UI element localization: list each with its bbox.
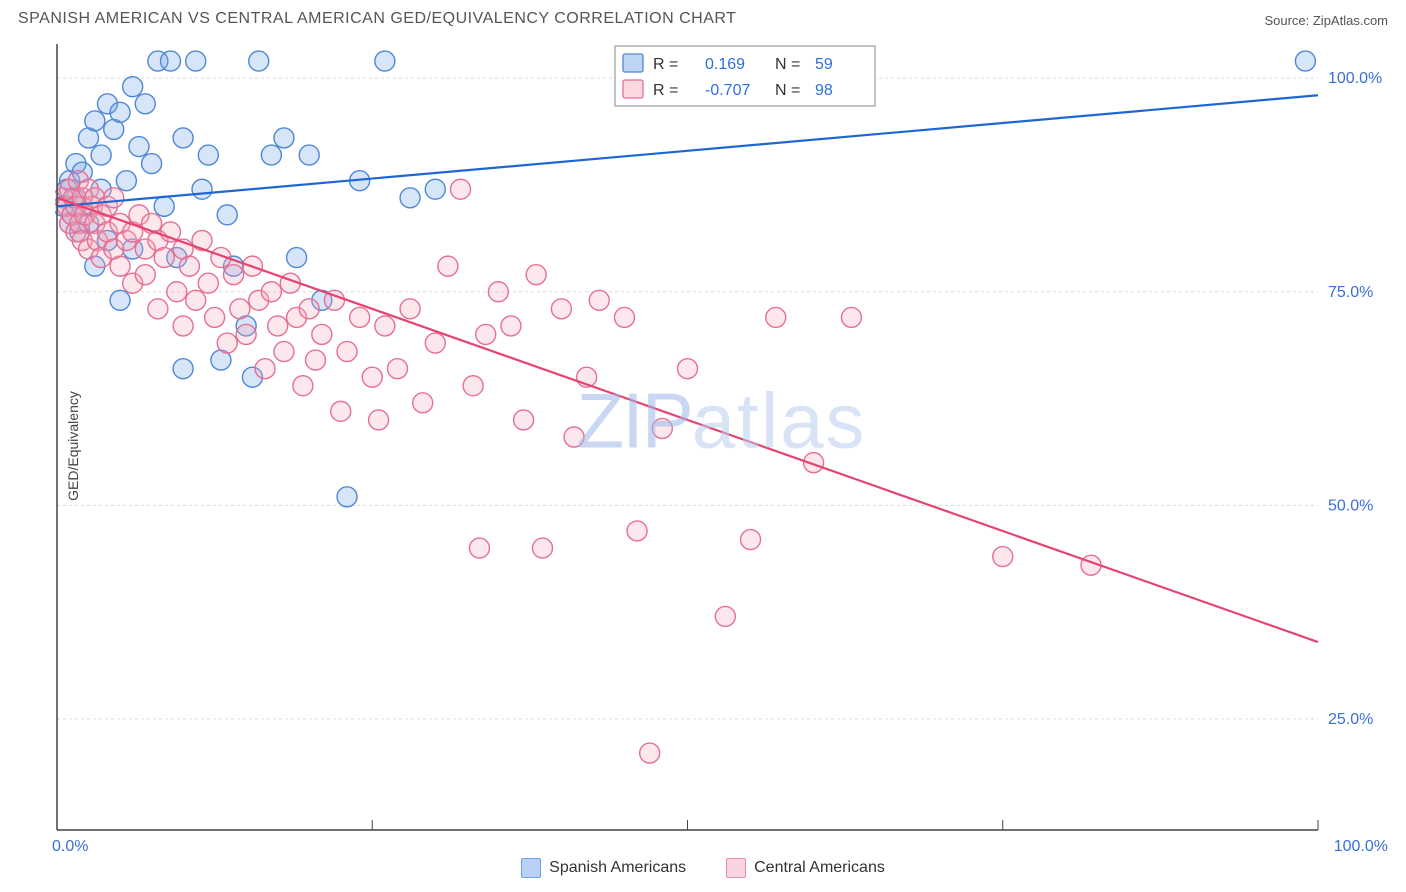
svg-text:25.0%: 25.0% [1328,711,1373,728]
header-bar: SPANISH AMERICAN VS CENTRAL AMERICAN GED… [0,0,1406,34]
svg-text:0.169: 0.169 [705,56,745,73]
plot-area: 25.0% 50.0% 75.0% 100.0% R = 0.169 N = 59 R = -0.… [55,42,1388,832]
svg-text:-0.707: -0.707 [705,82,750,99]
legend-swatch-spanish [521,858,541,878]
legend-label-spanish: Spanish Americans [549,859,686,877]
svg-text:50.0%: 50.0% [1328,497,1373,514]
svg-text:R =: R = [653,56,678,73]
legend-item-central: Central Americans [726,858,885,878]
bottom-legend: Spanish Americans Central Americans [0,858,1406,878]
x-axis-min: 0.0% [52,838,88,856]
svg-text:R =: R = [653,82,678,99]
x-axis-max: 100.0% [1334,838,1388,856]
legend-label-central: Central Americans [754,859,885,877]
svg-text:N =: N = [775,56,800,73]
chart-title: SPANISH AMERICAN VS CENTRAL AMERICAN GED… [18,10,736,28]
svg-text:59: 59 [815,56,833,73]
svg-text:100.0%: 100.0% [1328,70,1382,87]
svg-text:75.0%: 75.0% [1328,284,1373,301]
legend-item-spanish: Spanish Americans [521,858,686,878]
svg-text:N =: N = [775,82,800,99]
source-credit: Source: ZipAtlas.com [1264,13,1388,28]
svg-text:98: 98 [815,82,833,99]
legend-swatch-central [726,858,746,878]
chart-svg: 25.0% 50.0% 75.0% 100.0% R = 0.169 N = 59 R = -0.… [55,42,1388,832]
